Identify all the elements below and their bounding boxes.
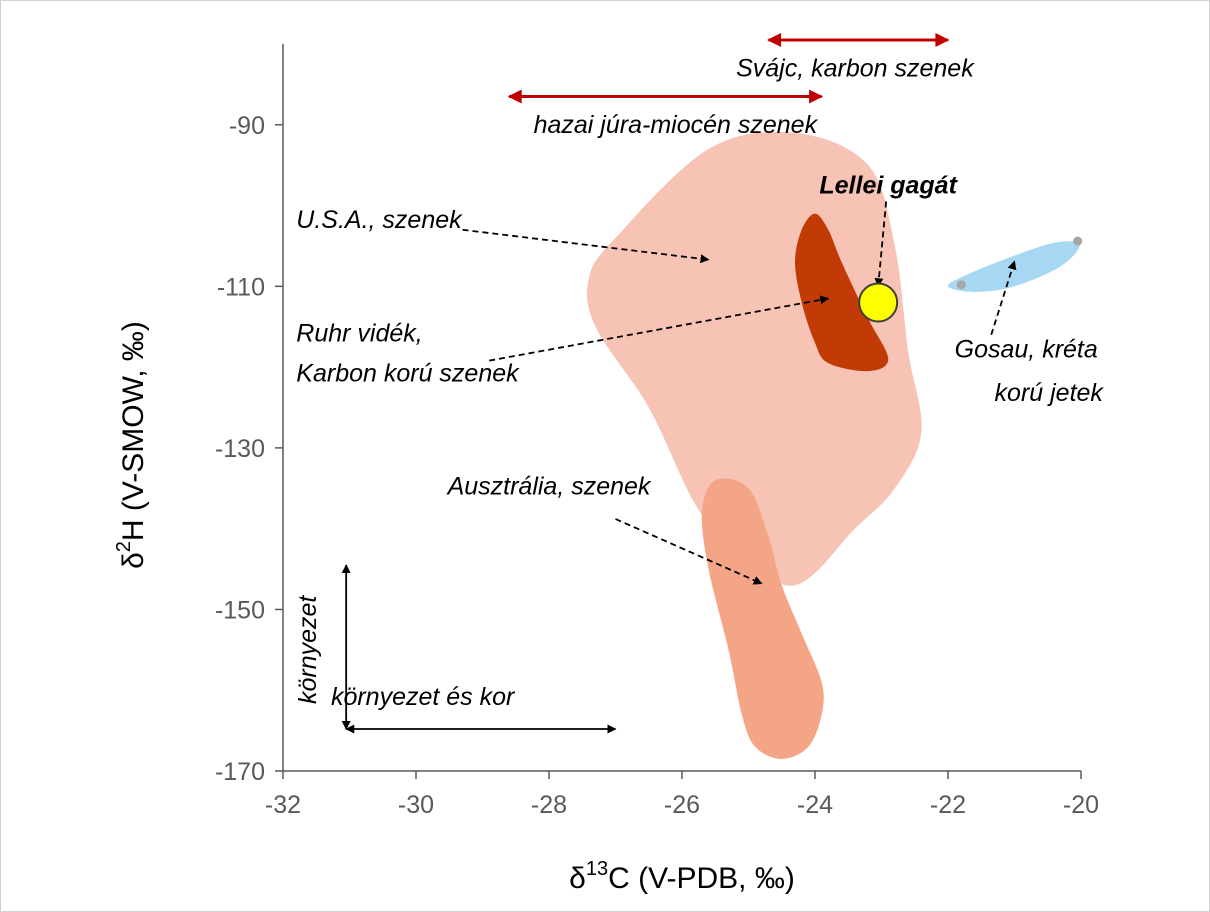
hazai-label: hazai júra-miocén szenek (534, 111, 819, 139)
y-tick-label: -110 (217, 273, 265, 301)
ruhr-label-1: Ruhr vidék, (296, 319, 422, 347)
x-tick-label: -30 (398, 791, 434, 819)
x-tick-label: -22 (930, 791, 966, 819)
axes-layer: -32 -30 -28 -26 -24 -22 -20 -170 -150 -130 -110 -90 (215, 44, 1099, 819)
gosau-data-point (1073, 236, 1083, 246)
usa-arrow (462, 228, 710, 264)
annotation-layer: Svájc, karbon szenek hazai júra-miocén sz… (294, 54, 1105, 734)
gosau-arrow (990, 260, 1017, 336)
svajc-label: Svájc, karbon szenek (736, 54, 975, 82)
x-tick-label: -24 (797, 791, 833, 819)
y-axis-title: δ2H (V-SMOW, ‰) (113, 321, 150, 569)
y-tick-label: -90 (229, 112, 265, 140)
ausztralia-label: Ausztrália, szenek (446, 473, 652, 501)
ausztralia-arrow (615, 518, 763, 585)
kornyezet-label: környezet (294, 595, 322, 704)
x-tick-label: -32 (265, 791, 301, 819)
x-tick-label: -26 (664, 791, 700, 819)
gosau-label-1: Gosau, kréta (955, 335, 1098, 363)
x-tick-label: -20 (1063, 791, 1099, 819)
region-ausztralia (701, 478, 824, 759)
y-tick-label: -170 (215, 758, 265, 786)
lellei-arrow (874, 201, 888, 288)
usa-label: U.S.A., szenek (296, 206, 463, 234)
marks-layer (507, 32, 1083, 290)
gosau-label-2: korú jetek (995, 379, 1105, 407)
kornyezet-es-kor-label: környezet és kor (331, 683, 516, 711)
regions-layer (586, 131, 1080, 759)
ruhr-label-2: Karbon korú szenek (296, 360, 520, 388)
y-tick-label: -150 (215, 596, 265, 624)
region-gosau (947, 241, 1080, 292)
region-usa (586, 131, 922, 586)
lellei-label: Lellei gagát (819, 171, 958, 199)
ruhr-arrow (488, 295, 830, 362)
x-axis-title: δ13C (V-PDB, ‰) (569, 858, 795, 895)
region-ruhr (795, 213, 889, 372)
x-tick-label: -28 (531, 791, 567, 819)
y-tick-label: -130 (215, 435, 265, 463)
lellei-gagat-point (858, 282, 899, 323)
gosau-data-point (956, 280, 966, 290)
